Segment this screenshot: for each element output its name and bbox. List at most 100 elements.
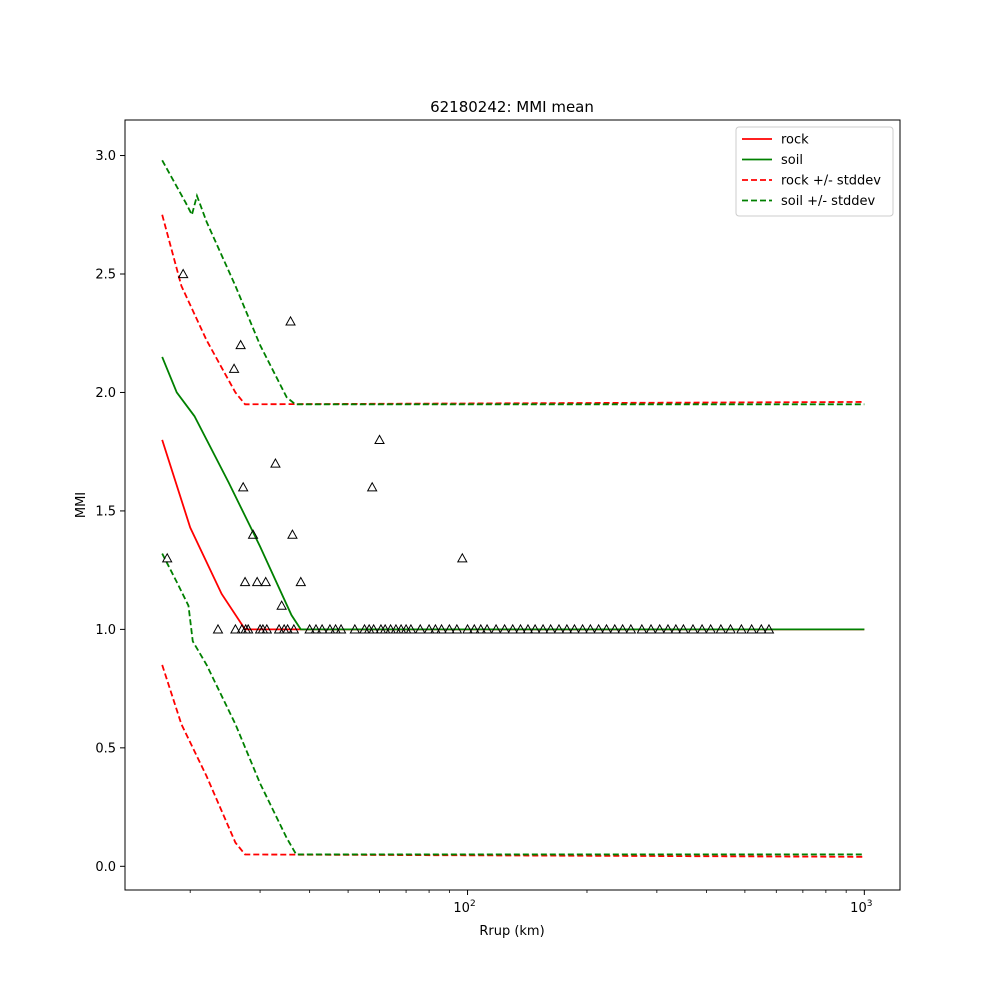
observation-point xyxy=(662,623,674,634)
chart-title: 62180242: MMI mean xyxy=(430,98,594,116)
observation-point xyxy=(247,529,259,539)
observation-point xyxy=(645,623,657,634)
observation-point xyxy=(390,623,402,634)
observation-point xyxy=(678,623,689,634)
observation-point xyxy=(687,623,699,634)
observation-point xyxy=(316,623,328,634)
series-line-soil-1 xyxy=(161,356,865,631)
observation-point xyxy=(335,623,347,634)
x-tick-label: 103 xyxy=(850,899,872,916)
observation-point xyxy=(670,623,682,634)
observation-point xyxy=(490,623,502,634)
y-axis-ticks: 0.0 0.5 1.0 1.5 2.0 2.5 3.0 xyxy=(95,149,125,875)
observation-point xyxy=(430,623,441,634)
observation-point xyxy=(696,623,708,634)
observation-point xyxy=(451,623,463,634)
y-tick-label: 3.0 xyxy=(95,149,116,164)
observation-point xyxy=(522,623,534,634)
observation-point xyxy=(763,623,775,634)
y-tick-label: 1.5 xyxy=(95,504,116,519)
legend-label: rock +/- stddev xyxy=(781,174,881,189)
observation-point xyxy=(251,576,263,587)
observation-point xyxy=(755,623,767,634)
observation-point xyxy=(161,552,173,563)
observation-point xyxy=(285,315,296,326)
observation-point xyxy=(287,529,298,539)
legend-label: rock xyxy=(781,133,809,148)
observation-point xyxy=(569,623,580,634)
observation-point xyxy=(374,434,385,444)
y-tick-label: 1.0 xyxy=(95,623,116,638)
observation-point xyxy=(456,552,468,563)
observation-point xyxy=(601,623,612,634)
observation-point xyxy=(725,623,736,634)
series-layer xyxy=(161,159,865,858)
observation-point xyxy=(529,623,541,634)
observation-point xyxy=(585,623,596,634)
observation-point xyxy=(366,481,378,492)
y-tick-label: 2.0 xyxy=(95,386,116,401)
x-tick-label: 102 xyxy=(453,899,475,916)
x-axis-label: Rrup (km) xyxy=(479,924,544,939)
observation-point xyxy=(379,623,391,634)
observation-point xyxy=(625,623,637,634)
observation-point xyxy=(609,623,621,634)
observation-point xyxy=(237,481,249,492)
legend-box xyxy=(735,126,894,217)
observation-point xyxy=(545,623,557,634)
observation-point xyxy=(499,623,510,634)
observation-point xyxy=(177,268,189,279)
observation-point xyxy=(304,623,315,634)
plot-frame xyxy=(124,119,901,891)
series-line-rock-stddev-3 xyxy=(161,664,865,858)
observation-point xyxy=(636,623,648,634)
observation-point xyxy=(405,623,417,634)
series-line-soil-stddev-5 xyxy=(161,553,865,856)
observation-point xyxy=(324,623,336,634)
observation-point xyxy=(577,623,588,634)
observation-point xyxy=(444,623,455,634)
observation-point xyxy=(385,623,396,634)
observation-point xyxy=(436,623,447,634)
legend: rock soil rock +/- stddev soil +/- stddev xyxy=(735,126,894,217)
observation-point xyxy=(746,623,757,634)
y-tick-label: 0.5 xyxy=(95,741,116,756)
observation-points xyxy=(161,268,775,634)
observation-point xyxy=(507,623,519,634)
observation-point xyxy=(228,363,240,373)
y-tick-label: 0.0 xyxy=(95,860,116,875)
observation-point xyxy=(242,623,254,634)
observation-point xyxy=(475,623,487,634)
observation-point xyxy=(212,623,224,634)
observation-point xyxy=(593,623,604,634)
observation-point xyxy=(295,576,307,587)
observation-point xyxy=(288,623,300,634)
observation-point xyxy=(553,623,565,634)
series-line-rock-stddev-2 xyxy=(161,214,865,406)
observation-point xyxy=(414,623,426,634)
observation-point xyxy=(481,623,493,634)
observation-point xyxy=(561,623,573,634)
legend-label: soil +/- stddev xyxy=(781,194,876,209)
legend-label: soil xyxy=(781,153,803,168)
observation-point xyxy=(617,623,629,634)
y-axis-label: MMI xyxy=(74,492,89,518)
observation-point xyxy=(261,623,273,634)
x-axis-ticks: 102 103 xyxy=(189,890,872,916)
observation-point xyxy=(282,623,293,634)
series-line-rock-0 xyxy=(161,439,865,631)
observation-point xyxy=(468,623,480,634)
y-tick-label: 2.5 xyxy=(95,268,116,283)
observation-point xyxy=(349,623,361,634)
observation-point xyxy=(276,600,287,610)
observation-point xyxy=(423,623,435,634)
observation-point xyxy=(462,623,473,634)
observation-point xyxy=(705,623,717,634)
observation-point xyxy=(239,576,251,587)
observation-point xyxy=(654,623,666,634)
observation-point xyxy=(270,458,281,468)
observation-point xyxy=(736,623,747,634)
observation-point xyxy=(715,623,727,634)
observation-point xyxy=(330,623,341,634)
